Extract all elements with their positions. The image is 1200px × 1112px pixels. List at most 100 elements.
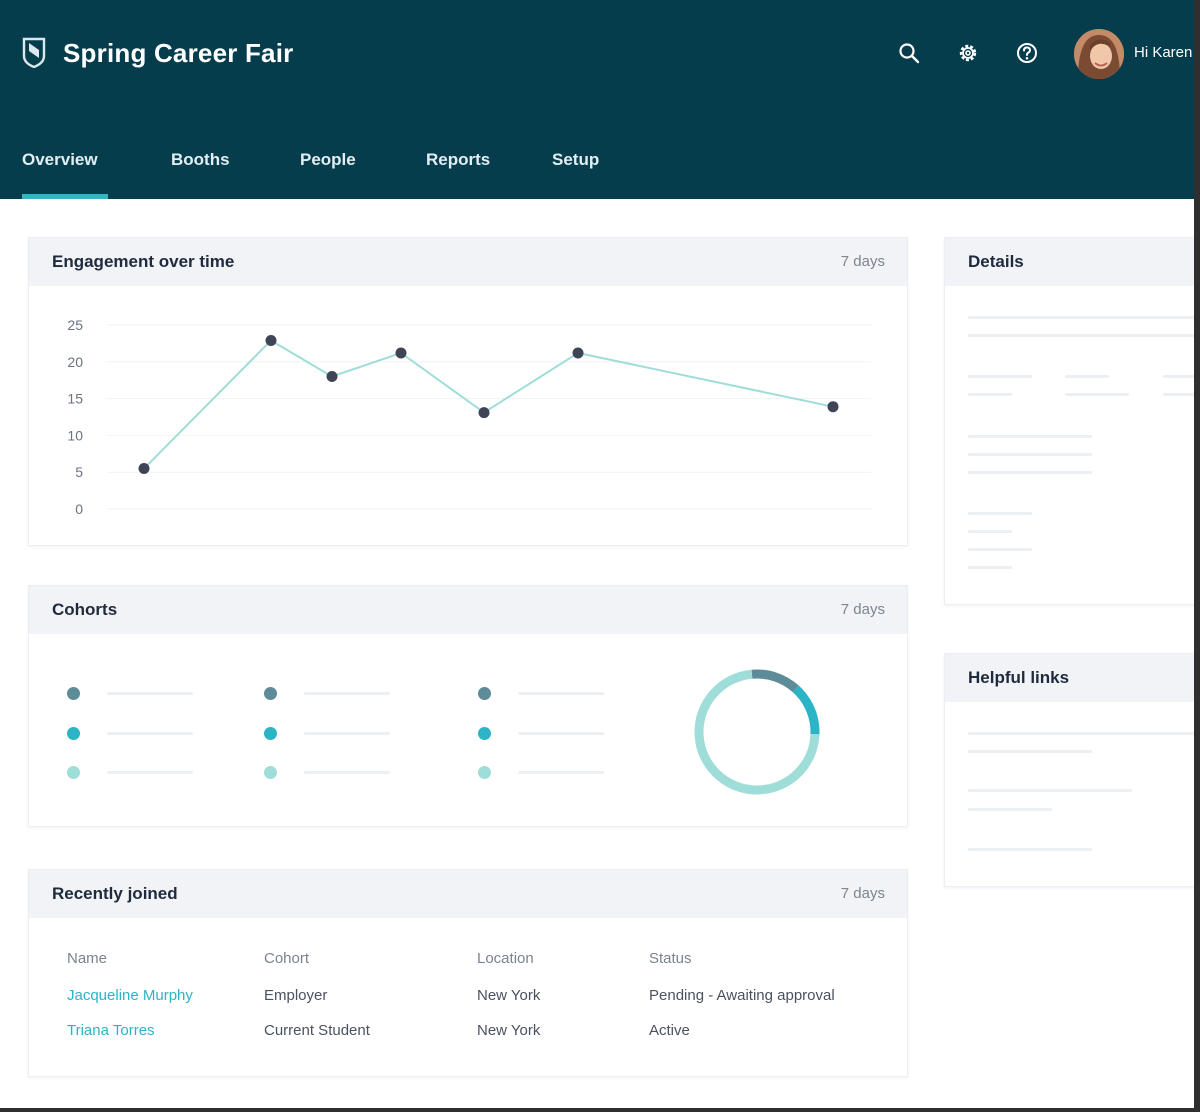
donut-segment [694,669,820,795]
engagement-card: Engagement over time 7 days 25 20 15 10 5 0 [28,237,908,546]
cohort-legend-dot [67,766,80,779]
chart-y-tick-label: 0 [75,501,83,517]
cohort-legend-dot [478,727,491,740]
tab-reports[interactable]: Reports [426,150,491,169]
cohorts-card-header: Cohorts 7 days [29,586,907,634]
chart-y-tick-label: 25 [67,317,83,333]
engagement-card-header: Engagement over time 7 days [29,238,907,286]
cohorts-card: Cohorts 7 days [28,585,908,827]
cohort-legend-placeholder [518,732,604,735]
member-status: Active [649,1022,690,1039]
column-header-location: Location [477,950,534,967]
cohort-legend-dot [264,687,277,700]
details-card: Details [944,237,1194,605]
cohort-legend-dot [67,687,80,700]
chart-data-point [265,334,277,346]
member-cohort: Current Student [264,1022,370,1039]
details-placeholder-line [968,435,1092,438]
tab-setup[interactable]: Setup [552,150,600,169]
cohort-legend-dot [478,687,491,700]
cohort-legend-placeholder [304,692,390,695]
details-title: Details [968,252,1024,271]
member-location: New York [477,987,541,1004]
help-icon[interactable] [1015,41,1039,65]
cohort-legend-placeholder [518,692,604,695]
member-location: New York [477,1022,541,1039]
search-icon[interactable] [897,41,921,65]
column-header-name: Name [67,950,108,967]
cohort-legend-placeholder [107,771,193,774]
member-status: Pending - Awaiting approval [649,987,835,1004]
chart-y-tick-label: 20 [67,354,83,370]
gear-icon[interactable] [956,41,980,65]
helpful-link-placeholder[interactable] [968,750,1092,753]
details-placeholder-line [968,471,1092,474]
details-placeholder-line [968,453,1092,456]
chart-series-line [143,339,834,470]
engagement-line-chart: 25 20 15 10 5 0 [67,317,871,517]
top-header: Spring Career Fair Hi Karen [0,0,1194,199]
chart-y-tick-label: 10 [67,427,83,443]
chart-y-tick-label: 5 [75,464,83,480]
active-tab-indicator [22,194,108,199]
helpful-links-title: Helpful links [968,668,1070,687]
helpful-link-placeholder[interactable] [968,808,1052,811]
cohort-legend-dot [264,727,277,740]
details-placeholder-line [968,530,1012,533]
chart-data-point [478,407,490,419]
chart-data-point [572,347,584,359]
column-header-cohort: Cohort [264,950,310,967]
cohort-legend-placeholder [107,732,193,735]
cohorts-title: Cohorts [52,600,118,619]
details-placeholder-line [968,393,1012,396]
member-name-link[interactable]: Triana Torres [67,1022,155,1039]
chart-data-point [138,463,150,475]
details-placeholder-line [1163,393,1194,396]
tab-overview[interactable]: Overview [22,150,98,169]
chart-y-tick-label: 15 [67,391,83,407]
details-card-header: Details [945,238,1194,286]
cohort-legend-placeholder [518,771,604,774]
cohort-legend-placeholder [107,692,193,695]
details-placeholder-line [1065,393,1129,396]
details-placeholder-line [1163,375,1194,378]
details-placeholder-line [968,548,1032,551]
recently-joined-card-header: Recently joined 7 days [29,870,907,918]
user-greeting[interactable]: Hi Karen [1134,44,1193,61]
tab-booths[interactable]: Booths [171,150,230,169]
engagement-title: Engagement over time [52,252,235,271]
app-title: Spring Career Fair [63,38,294,68]
helpful-link-placeholder[interactable] [968,732,1194,735]
avatar[interactable] [1074,29,1124,79]
helpful-links-card: Helpful links [944,653,1194,887]
details-placeholder-line [968,566,1012,569]
cohort-legend-dot [67,727,80,740]
cohort-legend-placeholder [304,732,390,735]
recently-joined-card: Recently joined 7 days Name Cohort Locat… [28,869,908,1077]
user-photo-icon [1074,29,1124,79]
member-name-link[interactable]: Jacqueline Murphy [67,987,193,1004]
chart-data-point [326,371,338,383]
cohort-legend-placeholder [304,771,390,774]
cohorts-range[interactable]: 7 days [840,601,885,618]
details-placeholder-line [968,375,1032,378]
helpful-link-placeholder[interactable] [968,789,1132,792]
details-placeholder-line [968,512,1032,515]
helpful-links-card-header: Helpful links [945,654,1194,702]
engagement-range[interactable]: 7 days [840,253,885,270]
member-cohort: Employer [264,987,328,1004]
cohort-legend-dot [264,766,277,779]
tab-people[interactable]: People [300,150,356,169]
details-placeholder-line [968,316,1194,319]
details-placeholder-line [968,334,1194,337]
helpful-link-placeholder[interactable] [968,848,1092,851]
shield-logo-icon [22,37,46,68]
recently-joined-title: Recently joined [52,884,178,903]
donut-segment [694,669,820,795]
cohort-donut-chart [694,669,820,795]
chart-data-point [395,347,407,359]
recently-joined-range[interactable]: 7 days [840,885,885,902]
column-header-status: Status [649,950,692,967]
cohort-legend-dot [478,766,491,779]
